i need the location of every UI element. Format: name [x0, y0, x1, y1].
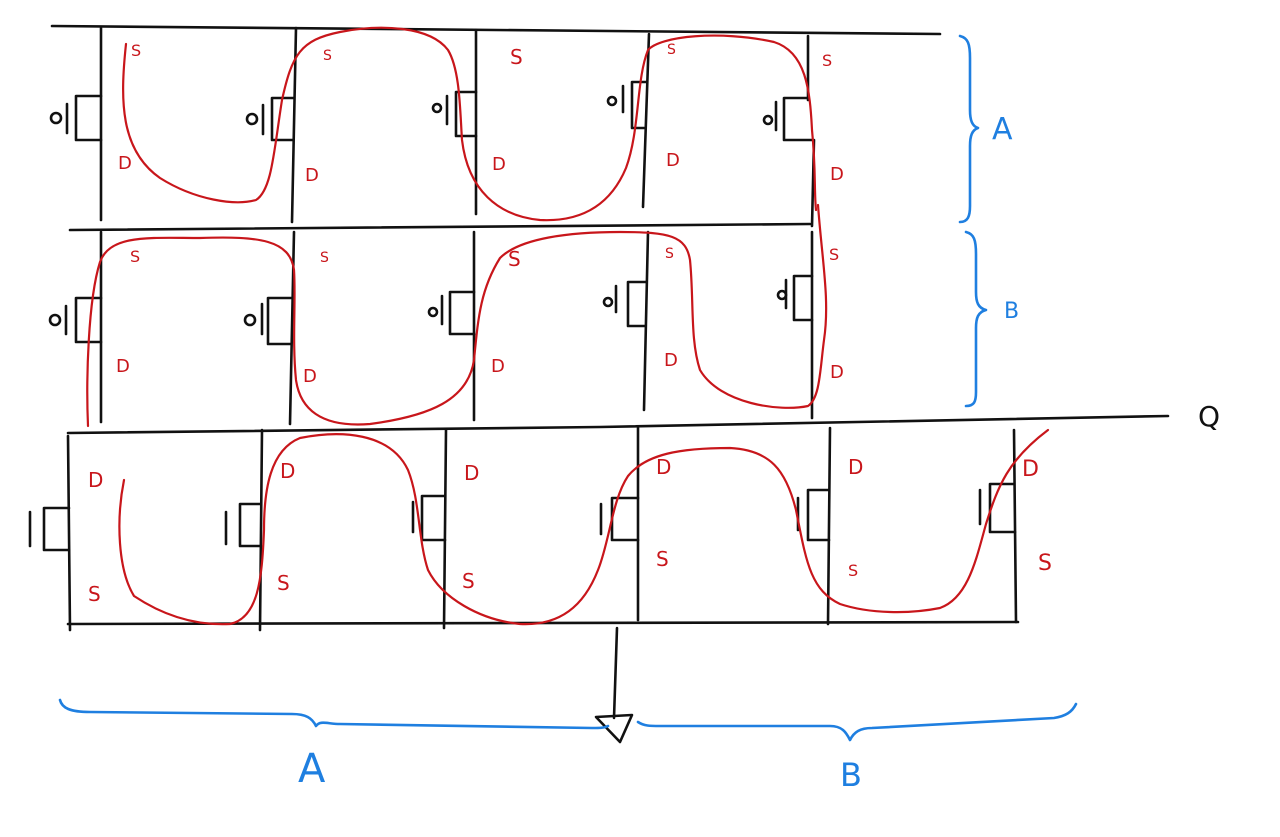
source-label: S — [277, 571, 290, 595]
drain-label: D — [830, 362, 844, 383]
source-label: S — [462, 569, 475, 593]
pmos-transistor — [431, 28, 478, 216]
pmos-transistor — [245, 26, 298, 224]
vdd-rail — [50, 24, 942, 36]
pmos-transistor — [427, 230, 476, 422]
drain-label: D — [656, 455, 671, 479]
source-label: S — [130, 247, 140, 266]
pmos-transistor — [48, 230, 103, 424]
output-node-q-wire — [66, 414, 1170, 435]
drain-label: D — [88, 468, 103, 492]
bottom-brace-b — [636, 702, 1078, 742]
drain-label: D — [492, 154, 506, 175]
ground-lead-wire — [612, 626, 619, 720]
conduction-path-nmos-row — [118, 428, 1050, 626]
nmos-transistor — [411, 428, 448, 630]
pmos-transistor — [776, 230, 814, 420]
pmos-row-2 — [48, 230, 814, 426]
drain-label: D — [303, 366, 317, 387]
pmos-row-1 — [49, 26, 816, 228]
conduction-paths — [86, 26, 1050, 626]
source-label: S — [323, 48, 332, 64]
nmos-transistor — [28, 434, 72, 632]
nmos-row-terminal-labels: D S D S D S D S D S D S — [88, 455, 1052, 606]
pmos-transistor — [49, 26, 103, 222]
drain-label: D — [664, 350, 678, 371]
source-label: S — [822, 51, 832, 70]
source-label: S — [848, 561, 858, 580]
source-label: S — [829, 245, 839, 264]
conduction-path-pmos-row-2 — [86, 203, 828, 428]
drain-label: D — [1022, 457, 1039, 482]
row-brace-b-label: B — [1004, 299, 1019, 324]
source-label: S — [1038, 551, 1052, 576]
row-brace-a-label: A — [992, 112, 1013, 147]
drain-label: D — [491, 356, 505, 377]
source-label: S — [656, 547, 669, 571]
pmos-transistor — [762, 34, 816, 228]
braces — [58, 34, 1078, 742]
source-label: S — [131, 41, 141, 60]
row-brace-a — [958, 34, 980, 224]
pmos-transistor — [606, 32, 651, 209]
drain-label: D — [305, 165, 319, 186]
source-label: S — [320, 250, 329, 266]
bottom-brace-a-label: A — [298, 746, 326, 792]
source-label: S — [667, 42, 676, 58]
bottom-brace-b-label: B — [840, 756, 862, 794]
pmos-row-1-terminal-labels: S D S D S D S D S D — [118, 41, 844, 186]
nmos-transistor — [224, 428, 264, 632]
pmos-row-divider — [68, 222, 812, 232]
ground-symbol-icon — [594, 713, 634, 744]
nmos-transistor — [599, 426, 640, 622]
labels: Q A B A B — [298, 112, 1220, 794]
drain-label: D — [280, 459, 295, 483]
drain-label: D — [118, 153, 132, 174]
source-label: S — [508, 247, 521, 271]
output-label-q: Q — [1198, 400, 1220, 433]
row-brace-b — [964, 230, 988, 408]
bottom-brace-a — [58, 698, 610, 730]
drain-label: D — [848, 455, 863, 479]
pmos-transistor — [602, 230, 650, 412]
drain-label: D — [830, 164, 844, 185]
source-label: S — [665, 246, 674, 262]
source-label: S — [510, 45, 523, 69]
drain-label: D — [116, 356, 130, 377]
source-label: S — [88, 582, 101, 606]
nmos-row — [28, 426, 1018, 632]
pmos-transistor — [243, 230, 296, 426]
drain-label: D — [464, 461, 479, 485]
conduction-path-pmos-row-1 — [122, 26, 818, 222]
drain-label: D — [666, 150, 680, 171]
pmos-row-2-terminal-labels: S D S D S D S D S D — [116, 245, 844, 387]
